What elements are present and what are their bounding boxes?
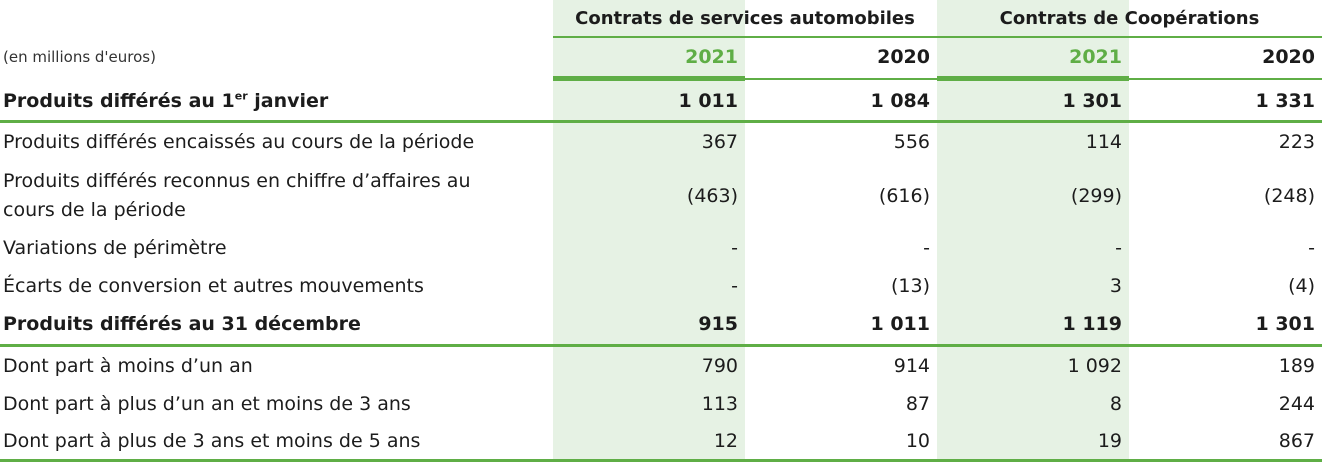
row-label: Dont part à moins d’un an <box>3 354 253 377</box>
cell-value: 3 <box>1109 275 1122 297</box>
cell-value: 1 119 <box>1062 313 1123 335</box>
bottom-rule <box>0 459 1322 462</box>
cell-value: 790 <box>701 355 738 377</box>
cell-value: 114 <box>1085 131 1122 153</box>
cell-value: 10 <box>905 430 930 452</box>
cell-value: 1 011 <box>870 313 931 335</box>
group-header-coop: Contrats de Coopérations <box>999 7 1260 29</box>
row-label: Dont part à plus de 3 ans et moins de 5 … <box>3 429 421 452</box>
cell-value: - <box>1115 237 1122 259</box>
cell-value: 1 092 <box>1067 355 1122 377</box>
cell-value: 1 011 <box>678 90 739 112</box>
cell-value: 914 <box>893 355 930 377</box>
cell-value: (299) <box>1070 185 1122 207</box>
row-label: Écarts de conversion et autres mouvement… <box>3 274 424 297</box>
year-header: 2020 <box>1262 46 1315 68</box>
cell-value: (4) <box>1288 275 1315 297</box>
cell-value: 12 <box>713 430 738 452</box>
cell-value: (13) <box>890 275 930 297</box>
year-header: 2021 <box>685 46 738 68</box>
cell-value: 556 <box>893 131 930 153</box>
table-row: Produits différés encaissés au cours de … <box>0 123 1330 161</box>
table-row: Dont part à plus d’un an et moins de 3 a… <box>0 385 1330 423</box>
table-row: Variations de périmètre - - - - <box>0 229 1330 267</box>
row-label: Produits différés au 1er janvier <box>3 89 329 112</box>
table-row: Produits différés reconnus en chiffre d’… <box>0 164 1330 228</box>
row-label: Produits différés encaissés au cours de … <box>3 130 475 153</box>
cell-value: 8 <box>1109 393 1122 415</box>
cell-value: 189 <box>1278 355 1315 377</box>
cell-value: - <box>1308 237 1315 259</box>
cell-value: (248) <box>1263 185 1315 207</box>
closing-balance-row: Produits différés au 31 décembre 915 1 0… <box>0 305 1330 343</box>
row-label: Dont part à plus d’un an et moins de 3 a… <box>3 392 411 415</box>
cell-value: 915 <box>698 313 738 335</box>
section-rule <box>0 344 1322 347</box>
cell-value: - <box>731 237 738 259</box>
cell-value: 244 <box>1278 393 1315 415</box>
year-header-row: (en millions d'euros) 2021 2020 2021 202… <box>0 38 1330 76</box>
group-header-rule <box>553 36 1322 38</box>
cell-value: 367 <box>701 131 738 153</box>
cell-value: 1 084 <box>870 90 931 112</box>
group-header-auto: Contrats de services automobiles <box>575 7 915 29</box>
opening-balance-row: Produits différés au 1er janvier 1 011 1… <box>0 82 1330 120</box>
cell-value: - <box>923 237 930 259</box>
cell-value: (616) <box>878 185 930 207</box>
cell-value: 1 331 <box>1255 90 1316 112</box>
cell-value: 19 <box>1097 430 1122 452</box>
year-header: 2021 <box>1069 46 1122 68</box>
cell-value: 1 301 <box>1255 313 1316 335</box>
unit-label: (en millions d'euros) <box>3 47 156 66</box>
cell-value: 1 301 <box>1062 90 1123 112</box>
cell-value: - <box>731 275 738 297</box>
header-rule <box>553 78 1322 80</box>
cell-value: 87 <box>905 393 930 415</box>
row-label: Produits différés au 31 décembre <box>3 312 361 335</box>
section-rule <box>0 120 1322 123</box>
table-row: Dont part à plus de 3 ans et moins de 5 … <box>0 423 1330 459</box>
year-header: 2020 <box>877 46 930 68</box>
row-label: Produits différés reconnus en chiffre d’… <box>3 170 471 221</box>
table-row: Dont part à moins d’un an 790 914 1 092 … <box>0 347 1330 385</box>
cell-value: 223 <box>1278 131 1315 153</box>
row-label: Variations de périmètre <box>3 236 227 259</box>
table-row: Écarts de conversion et autres mouvement… <box>0 267 1330 305</box>
cell-value: 113 <box>701 393 738 415</box>
cell-value: 867 <box>1278 430 1315 452</box>
cell-value: (463) <box>686 185 738 207</box>
